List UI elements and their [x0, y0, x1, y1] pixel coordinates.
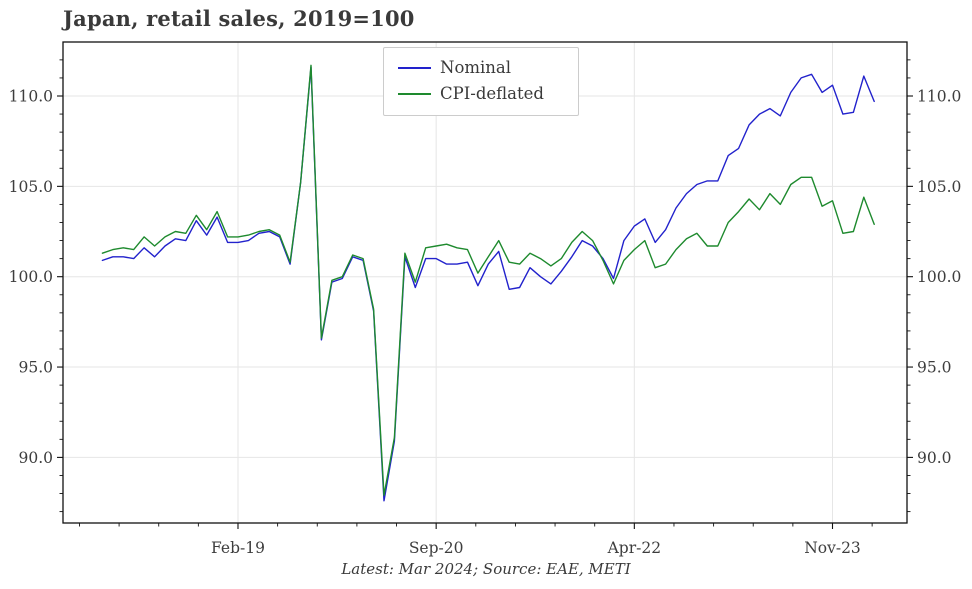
y-axis-labels-right: 90.0 95.0 100.0 105.0 110.0 — [917, 88, 961, 467]
axis-ticks — [57, 59, 913, 529]
legend-label-nominal: Nominal — [440, 58, 512, 77]
chart-caption: Latest: Mar 2024; Source: EAE, METI — [341, 560, 631, 578]
svg-text:Nov-23: Nov-23 — [804, 539, 861, 557]
svg-text:100.0: 100.0 — [917, 268, 961, 286]
nominal-line-swatch — [398, 67, 431, 70]
cpi-deflated-line-swatch — [398, 93, 431, 96]
svg-text:Feb-19: Feb-19 — [211, 539, 265, 557]
svg-text:105.0: 105.0 — [917, 178, 961, 196]
svg-text:95.0: 95.0 — [917, 359, 952, 377]
legend-label-cpi-deflated: CPI-deflated — [440, 83, 544, 103]
svg-text:90.0: 90.0 — [917, 449, 952, 467]
svg-text:110.0: 110.0 — [9, 88, 53, 106]
svg-text:Apr-22: Apr-22 — [607, 539, 662, 557]
legend: Nominal CPI-deflated — [383, 47, 579, 116]
svg-text:Sep-20: Sep-20 — [409, 539, 464, 557]
chart-title: Japan, retail sales, 2019=100 — [63, 6, 415, 31]
svg-text:100.0: 100.0 — [9, 268, 53, 286]
cpi-deflated-line — [101, 64, 875, 496]
svg-text:110.0: 110.0 — [917, 88, 961, 106]
legend-item-cpi-deflated: CPI-deflated — [398, 83, 564, 104]
y-axis-labels-left: 90.0 95.0 100.0 105.0 110.0 — [9, 88, 53, 467]
svg-text:95.0: 95.0 — [18, 359, 53, 377]
plot-border — [62, 41, 908, 524]
series-lines — [101, 64, 875, 502]
x-axis-labels: Feb-19 Sep-20 Apr-22 Nov-23 — [211, 539, 861, 557]
svg-text:105.0: 105.0 — [9, 178, 53, 196]
svg-text:90.0: 90.0 — [18, 449, 53, 467]
legend-item-nominal: Nominal — [398, 58, 564, 78]
nominal-line — [101, 66, 875, 502]
